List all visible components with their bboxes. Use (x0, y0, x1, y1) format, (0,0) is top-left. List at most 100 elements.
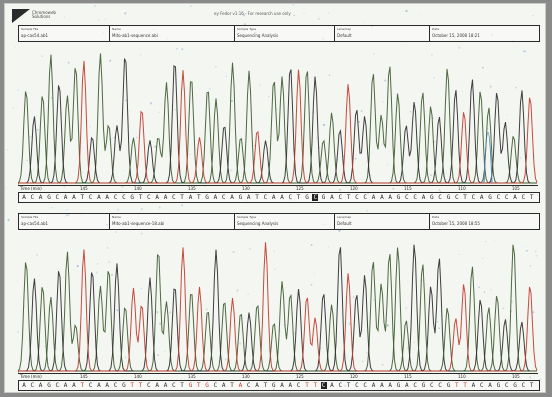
paper-speck (273, 250, 276, 253)
paper-speck (35, 345, 37, 347)
base-call: A (280, 382, 284, 389)
base-call: C (363, 194, 367, 201)
axis-tick-label: 120 (350, 374, 358, 379)
base-call: A (421, 194, 426, 201)
header-label: Sample File (21, 27, 39, 31)
base-call: C (429, 382, 434, 389)
base-call: A (288, 382, 293, 389)
paper-speck (292, 4, 295, 7)
base-call: A (38, 382, 43, 389)
header-value: Default (337, 221, 352, 226)
axis-tick-label: 105 (512, 374, 520, 379)
base-call: A (255, 382, 259, 389)
base-call: G (238, 194, 243, 201)
paper-speck (458, 253, 461, 256)
header-cell-sample-type: Sample Type Sequencing Analysis (234, 214, 335, 229)
paper-speck (348, 322, 351, 325)
paper-speck (243, 23, 247, 26)
base-call: A (221, 382, 226, 389)
base-call: A (163, 382, 168, 389)
base-call: T (130, 382, 134, 389)
header-label: Name (112, 27, 121, 31)
paper-speck (322, 123, 326, 127)
base-call: T (529, 382, 534, 389)
base-call: C (296, 382, 301, 389)
base-call: C (55, 382, 60, 389)
paper-speck (41, 55, 43, 57)
axis-tick-label: 110 (458, 374, 466, 379)
header-value: Mito-ab1-sequence-18.abi (112, 221, 165, 226)
header-value: Mito-ab1-sequence.abi (112, 33, 158, 38)
base-call: T (346, 194, 351, 201)
paper-speck (7, 218, 10, 222)
paper-speck (95, 271, 98, 274)
base-call: T (463, 382, 467, 389)
paper-speck (380, 269, 382, 271)
paper-speck (439, 76, 441, 78)
base-call: C (496, 194, 501, 201)
logo-line-1: Chromoweb (32, 10, 56, 15)
paper-speck (465, 195, 468, 197)
header-cell-name: Name Mito-ab1-sequence-18.abi (109, 214, 235, 229)
base-call: G (446, 382, 451, 389)
header-label: Lane/Cap (337, 215, 352, 219)
paper-speck (84, 319, 85, 320)
paper-speck (158, 206, 161, 209)
axis-tick-label: 120 (350, 186, 358, 191)
base-call: T (529, 194, 534, 201)
paper-speck (36, 253, 39, 256)
base-call: C (521, 382, 526, 389)
base-call: C (246, 382, 251, 389)
base-call: C (413, 382, 417, 389)
base-call: G (321, 194, 326, 201)
paper-speck (324, 337, 326, 339)
axis-label: Time (min) (20, 186, 42, 191)
axis-label: Time (min) (20, 374, 42, 379)
base-call: C (213, 382, 218, 389)
paper-speck (366, 351, 368, 353)
paper-speck (29, 135, 32, 138)
axis-tick-label: 125 (296, 374, 304, 379)
axis-tick-label: 130 (242, 186, 250, 191)
base-call: G (429, 194, 434, 201)
base-call: C (30, 194, 35, 201)
base-call: C (263, 194, 268, 201)
base-call: T (255, 194, 259, 201)
paper-speck (268, 374, 269, 376)
paper-speck (322, 37, 325, 40)
paper-speck (67, 61, 70, 64)
base-call: G (188, 382, 193, 389)
paper-speck (392, 187, 395, 190)
paper-speck (313, 272, 315, 274)
base-call: T (230, 382, 234, 389)
base-call: A (479, 194, 484, 201)
paper-speck (135, 136, 138, 139)
paper-speck (523, 50, 525, 53)
paper-speck (109, 59, 112, 62)
axis-tick-label: 105 (512, 186, 520, 191)
paper-speck (189, 153, 191, 156)
paper-speck (176, 47, 178, 50)
paper-speck (405, 307, 408, 310)
paper-speck (158, 111, 160, 114)
paper-speck (81, 171, 84, 174)
trace-channel-t (18, 60, 538, 185)
base-call: C (288, 194, 293, 201)
paper-speck (519, 157, 522, 159)
paper-speck (381, 363, 384, 366)
paper-speck (196, 149, 198, 151)
paper-speck (65, 214, 68, 217)
paper-speck (96, 263, 99, 265)
paper-speck (485, 241, 487, 243)
base-call: A (404, 382, 409, 389)
base-call: T (80, 382, 85, 389)
header-value: Sequencing Analysis (237, 221, 279, 226)
paper-speck (104, 18, 106, 20)
paper-speck (108, 260, 111, 264)
base-call: C (122, 194, 126, 201)
paper-speck (24, 305, 26, 307)
paper-speck (120, 190, 122, 192)
base-call: A (72, 194, 76, 201)
base-call: A (471, 382, 476, 389)
base-call: G (47, 382, 51, 389)
